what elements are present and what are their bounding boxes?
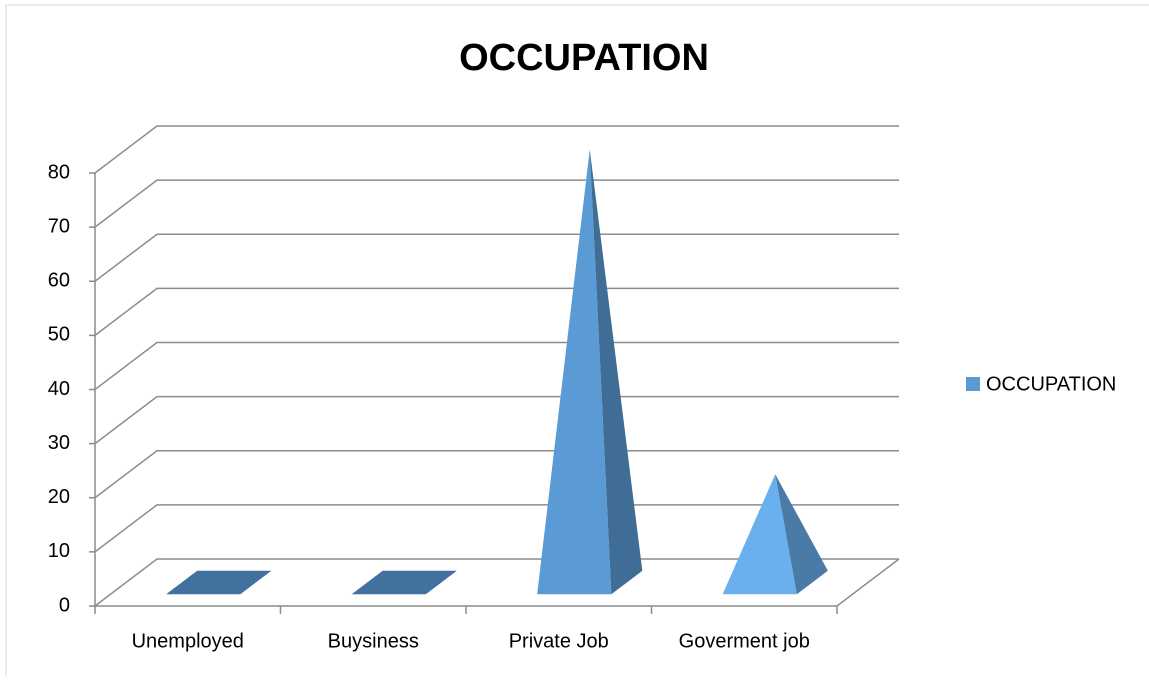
grid-line <box>94 125 899 174</box>
grid-line <box>94 395 899 445</box>
x-tick-label: Private Job <box>509 630 609 652</box>
y-tick-label: 70 <box>48 215 70 237</box>
x-tick-label: Goverment job <box>679 630 810 652</box>
pyramid <box>537 149 643 595</box>
y-tick-label: 40 <box>48 378 70 400</box>
chart-title: OCCUPATION <box>459 37 709 79</box>
y-tick-label: 10 <box>48 540 70 562</box>
pyramid-front <box>722 474 797 595</box>
grid-line <box>94 341 899 391</box>
legend-swatch <box>966 377 980 391</box>
y-tick-label: 20 <box>48 486 70 508</box>
y-tick-label: 80 <box>48 161 70 183</box>
x-tick-label: Unemployed <box>132 630 244 652</box>
pyramid <box>722 474 828 595</box>
legend-label: OCCUPATION <box>986 373 1116 395</box>
grid-line <box>94 287 899 336</box>
y-tick-label: 50 <box>48 324 70 346</box>
grid-line <box>94 450 899 499</box>
pyramid-front <box>537 149 612 595</box>
pyramid-side <box>589 149 643 595</box>
pyramid-base <box>166 570 272 595</box>
grid-line <box>94 233 899 282</box>
chart-border <box>5 4 1149 682</box>
y-tick-label: 30 <box>48 432 70 454</box>
grid-line <box>94 558 899 607</box>
pyramid-base <box>351 570 457 595</box>
y-tick-label: 0 <box>59 594 70 616</box>
x-tick-label: Buysiness <box>328 630 419 652</box>
grid-line <box>94 504 899 553</box>
y-tick-label: 60 <box>48 270 70 292</box>
grid-line <box>94 179 899 228</box>
pyramid-side <box>775 474 828 595</box>
